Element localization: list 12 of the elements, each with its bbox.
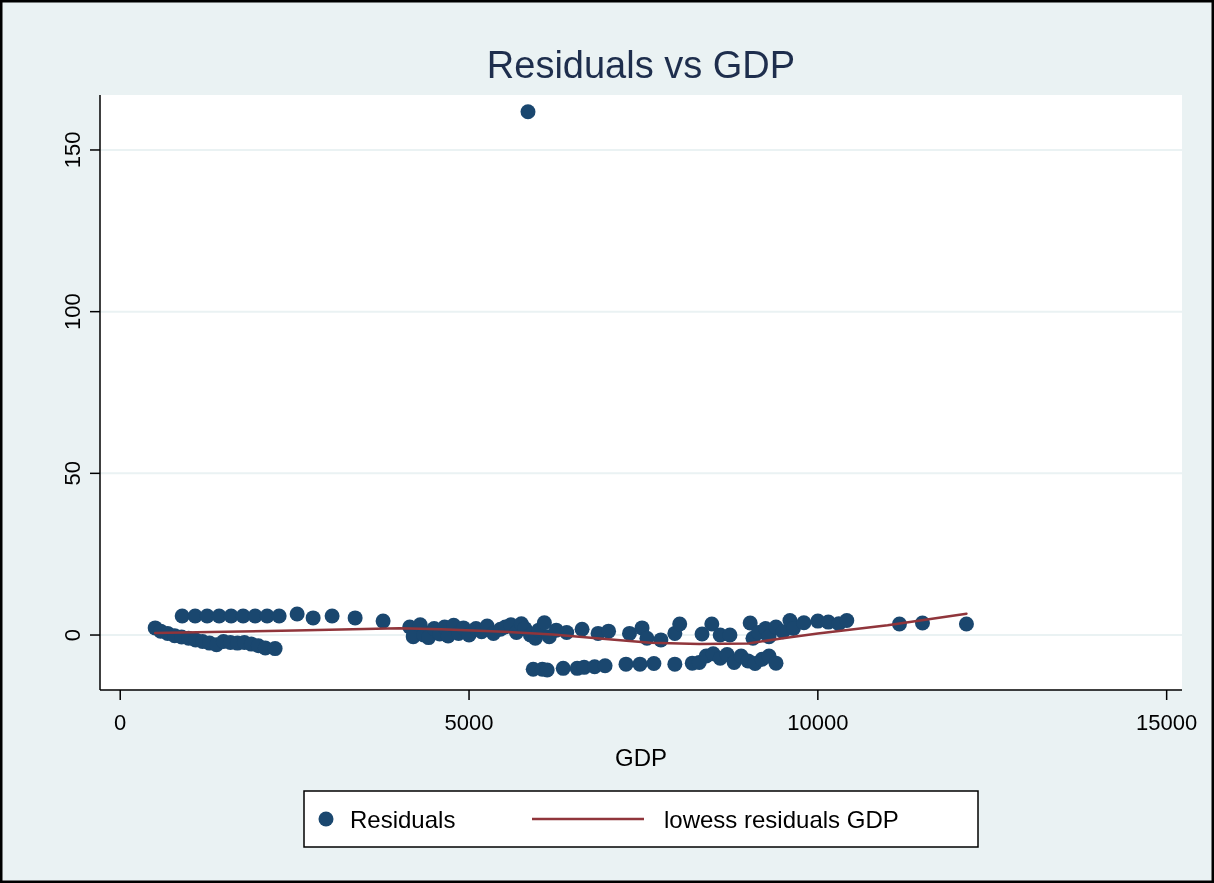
x-tick-label: 5000	[444, 710, 494, 735]
x-axis-title: GDP	[614, 744, 668, 771]
y-tick-label: 0	[60, 628, 85, 642]
legend-label: lowess residuals GDP	[664, 806, 899, 833]
x-tick-label: 15000	[1136, 710, 1198, 735]
y-tick-label: 150	[60, 131, 85, 169]
legend-label: Residuals	[350, 806, 456, 833]
y-tick-label: 100	[60, 293, 85, 331]
x-tick-label: 10000	[787, 710, 849, 735]
chart-title: Residuals vs GDP	[486, 44, 796, 86]
y-tick-label: 50	[60, 461, 85, 486]
x-tick-label: 0	[114, 710, 127, 735]
